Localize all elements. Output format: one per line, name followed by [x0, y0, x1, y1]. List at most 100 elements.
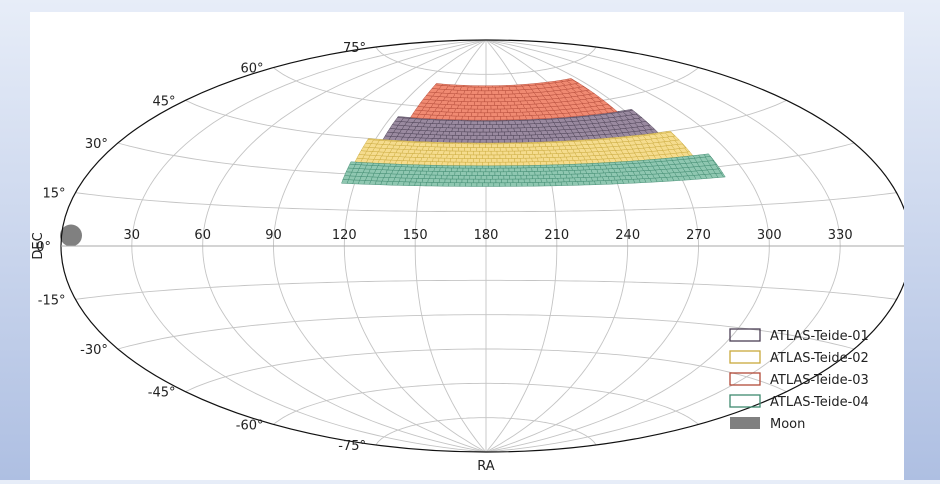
survey-tile: [502, 167, 510, 173]
survey-tile: [503, 104, 512, 110]
survey-tile: [484, 178, 491, 184]
survey-tile: [431, 182, 438, 187]
survey-tile: [483, 120, 491, 125]
survey-tile: [495, 128, 503, 133]
survey-tile: [480, 101, 489, 106]
survey-tile: [461, 131, 469, 136]
survey-tile: [526, 174, 533, 180]
y-axis-label: DEC: [31, 232, 46, 259]
survey-tile: [531, 167, 539, 172]
survey-tile: [629, 109, 634, 111]
survey-tile: [523, 146, 531, 152]
survey-tile: [509, 175, 516, 180]
survey-tile: [520, 83, 530, 87]
survey-tile: [456, 167, 464, 172]
survey-tile: [488, 135, 496, 140]
survey-tile: [409, 140, 417, 143]
legend-swatch: [729, 394, 761, 408]
survey-tile: [495, 120, 504, 125]
survey-tile: [414, 181, 422, 187]
survey-tile: [480, 108, 488, 114]
survey-tile: [461, 115, 470, 121]
survey-tile: [412, 164, 420, 168]
survey-tile: [459, 182, 466, 187]
survey-tile: [429, 161, 437, 166]
survey-tile: [537, 167, 544, 172]
survey-tile: [400, 173, 409, 179]
survey-tile: [421, 141, 429, 144]
survey-tile: [437, 138, 445, 143]
survey-tile: [475, 175, 482, 180]
survey-tile: [509, 143, 517, 148]
survey-tile: [484, 90, 493, 95]
survey-tile: [540, 164, 547, 168]
survey-tile: [446, 154, 454, 159]
survey-tile: [444, 178, 452, 183]
parallel-line: [75, 279, 897, 300]
survey-tile: [484, 105, 492, 110]
survey-tile: [505, 154, 513, 159]
survey-tile: [498, 124, 506, 129]
survey-tile: [457, 112, 466, 117]
survey-tile: [450, 167, 458, 172]
legend-label: ATLAS-Teide-01: [770, 329, 869, 344]
survey-tile: [437, 182, 444, 187]
survey-tile: [448, 84, 458, 87]
survey-tile: [511, 147, 519, 152]
survey-tile: [482, 161, 489, 167]
survey-tile: [476, 161, 483, 167]
survey-tile: [478, 178, 485, 184]
survey-tile: [491, 139, 499, 144]
survey-tile: [479, 139, 487, 144]
survey-tile: [420, 181, 427, 187]
survey-tile: [540, 170, 547, 176]
survey-tile: [425, 182, 433, 187]
survey-tile: [470, 165, 478, 169]
survey-tile: [449, 158, 457, 163]
survey-tile: [499, 165, 507, 169]
survey-tile: [514, 167, 521, 172]
parallel-line: [375, 417, 597, 446]
survey-tile: [467, 124, 475, 129]
survey-tile: [522, 165, 530, 169]
survey-tile: [452, 147, 460, 152]
survey-tile: [482, 128, 490, 133]
survey-tile: [499, 85, 508, 88]
survey-tile: [456, 97, 466, 102]
survey-tile: [703, 153, 712, 158]
survey-tile: [453, 182, 461, 187]
survey-tile: [485, 143, 492, 148]
survey-tile: [551, 164, 559, 168]
survey-tile: [493, 161, 501, 167]
survey-tile: [506, 84, 515, 87]
parallel-line: [273, 382, 699, 425]
survey-tile: [467, 178, 474, 184]
survey-tile: [454, 143, 463, 148]
survey-tile: [528, 154, 536, 159]
survey-tile: [420, 157, 428, 162]
survey-tile: [517, 154, 524, 159]
survey-tile: [447, 165, 455, 169]
parallel-line: [117, 314, 855, 350]
ra-tick-label: 240: [615, 228, 640, 243]
survey-tile: [568, 163, 576, 167]
survey-tile: [438, 157, 446, 163]
survey-tile: [485, 131, 493, 136]
survey-tile: [466, 86, 476, 91]
dec-tick-label: -60°: [236, 418, 264, 433]
survey-tile: [458, 154, 466, 159]
survey-tile: [499, 161, 507, 167]
survey-tile: [389, 163, 397, 167]
survey-tile: [534, 171, 542, 176]
survey-tile: [425, 170, 433, 176]
survey-tile: [467, 143, 474, 148]
survey-tile: [483, 171, 490, 176]
survey-tile: [508, 158, 516, 163]
survey-tile: [551, 178, 559, 183]
survey-tile: [443, 150, 451, 155]
survey-tile: [442, 171, 450, 176]
survey-tile: [534, 153, 542, 159]
survey-tile: [421, 178, 429, 183]
sky-map-figure: 30 60 90 120 150 180 210 240 270 300 330 75° 60° 45° 3…: [30, 12, 912, 480]
survey-tile: [470, 135, 478, 140]
